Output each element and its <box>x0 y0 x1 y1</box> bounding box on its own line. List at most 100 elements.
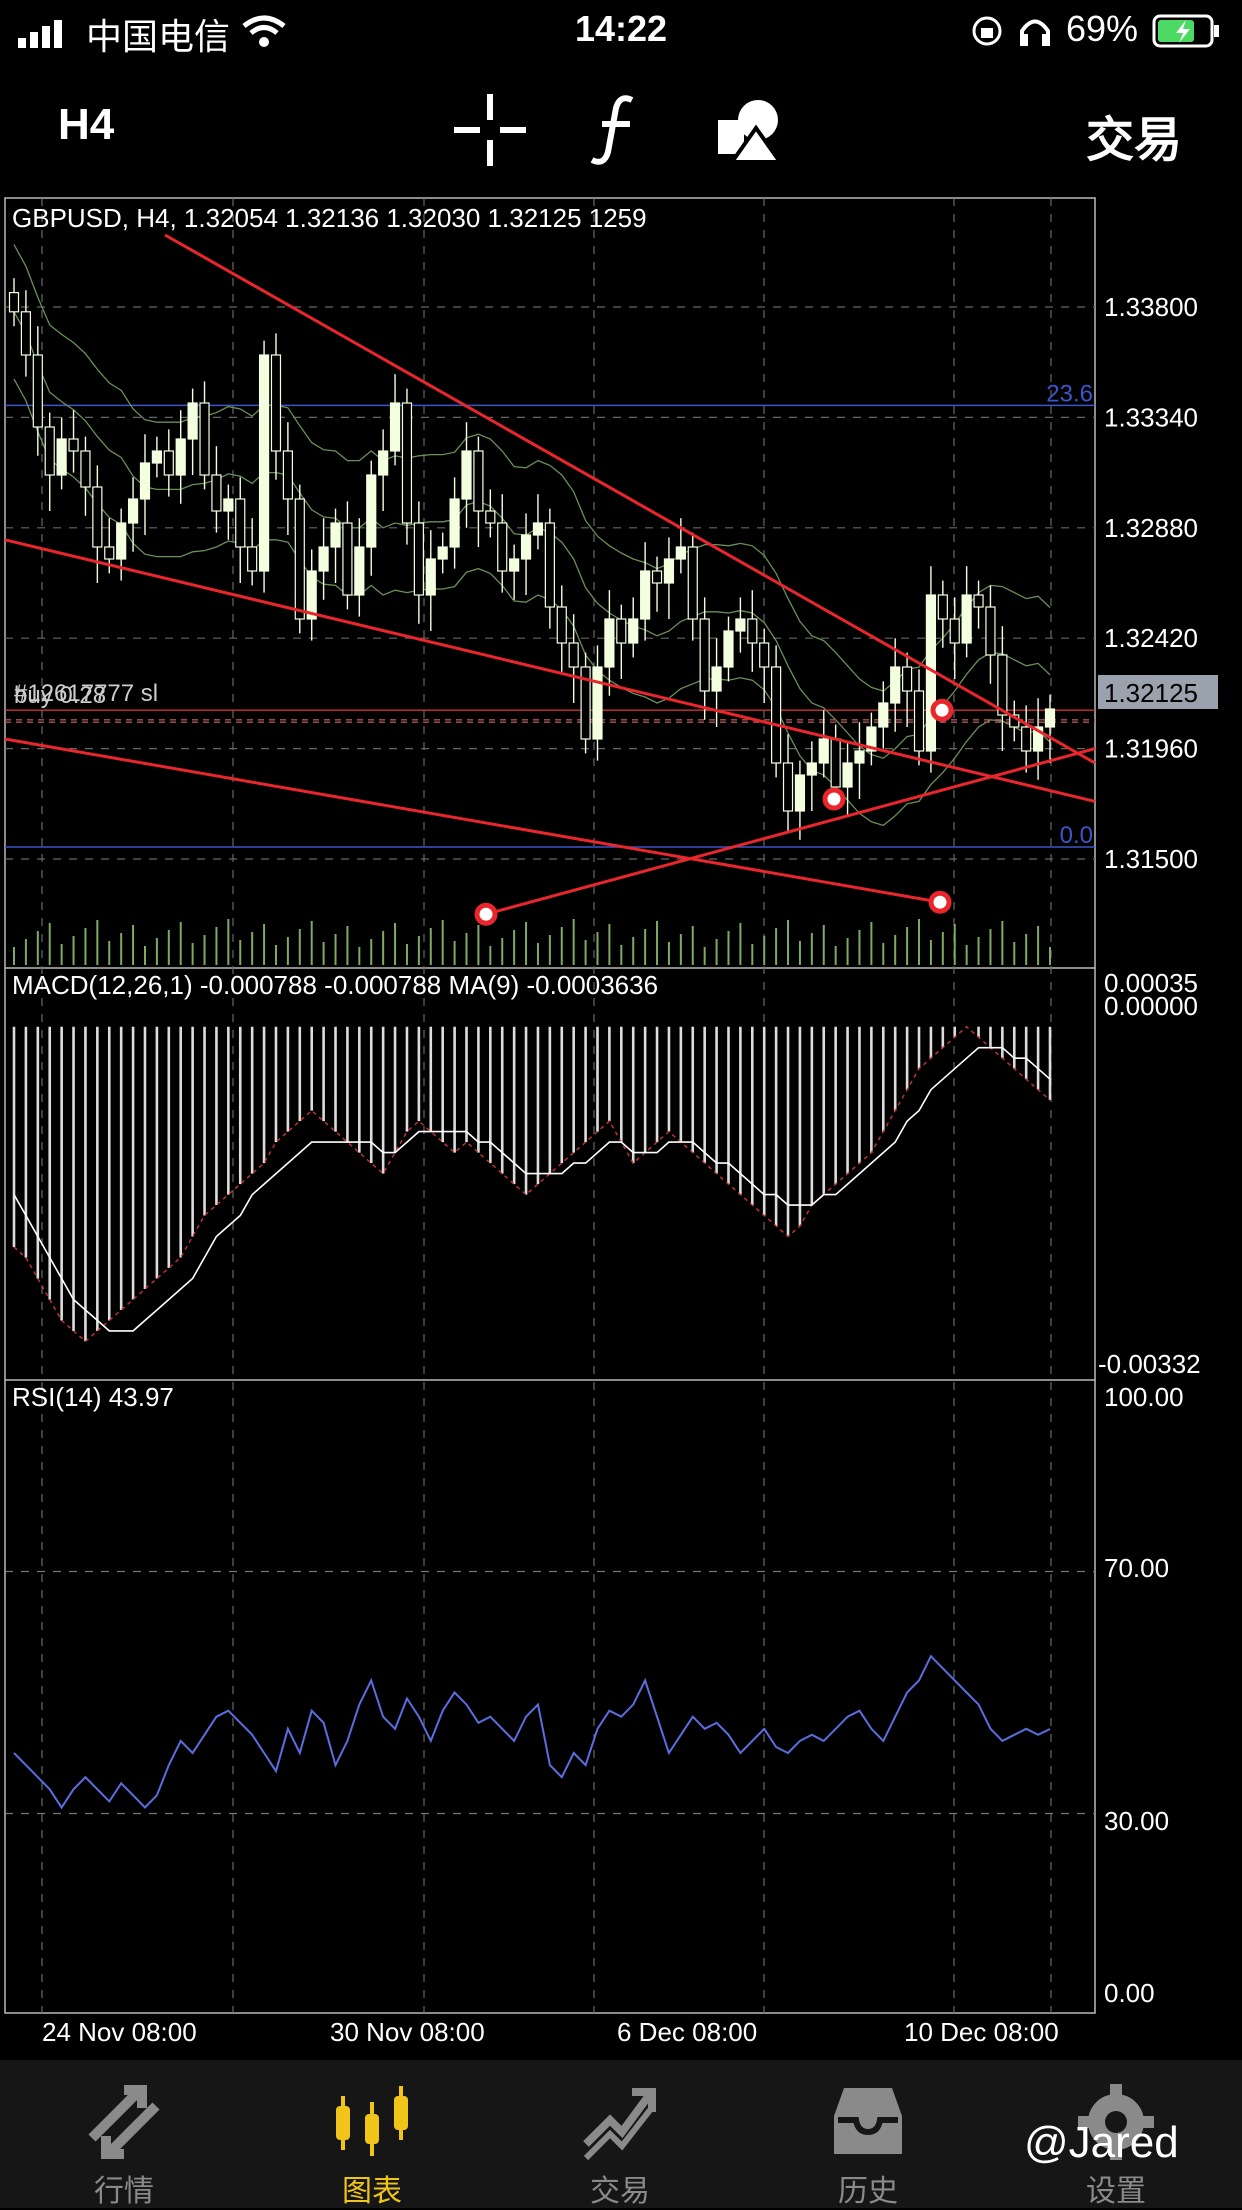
candle-body <box>1021 726 1032 752</box>
price-label-2: 1.33340 <box>1104 402 1198 432</box>
bollinger-bands <box>13 244 1051 827</box>
rotation-lock-icon <box>972 16 1002 46</box>
price-label-3: 1.32880 <box>1104 513 1198 543</box>
candle-body <box>354 546 365 596</box>
rsi-axis-100: 100.00 <box>1104 1382 1184 1412</box>
tab-quotes-label: 行情 <box>94 2175 154 2208</box>
time-label-3: 6 Dec 08:00 <box>617 2017 757 2045</box>
candle-body <box>568 642 579 668</box>
tab-history-label: 历史 <box>838 2175 898 2208</box>
time-label-2: 30 Nov 08:00 <box>330 2017 485 2045</box>
candle-body <box>318 546 329 572</box>
trendline-1 <box>164 233 1096 765</box>
objects-icon[interactable] <box>710 90 790 170</box>
candle-body <box>687 546 698 620</box>
candle-body <box>556 606 567 644</box>
trendline-anchor-2 <box>928 890 952 914</box>
chart-frame <box>4 197 1096 2014</box>
trendlines[interactable] <box>4 233 1096 926</box>
candle-body <box>44 426 55 476</box>
candle-body <box>973 594 984 608</box>
price-label-1: 1.33800 <box>1104 292 1198 322</box>
candle-body <box>782 762 794 812</box>
macd-axis-max: 0.00035 <box>1104 968 1198 998</box>
crosshair-icon[interactable] <box>450 90 530 170</box>
candle-body <box>985 606 996 656</box>
price-label-6: 1.31500 <box>1104 844 1198 874</box>
chart-canvas[interactable]: 23.6 0.0 GBPUSD, H4, 1.32054 1.32136 1.3… <box>0 195 1242 2045</box>
candle-body <box>890 666 901 704</box>
candle-body <box>8 291 20 313</box>
candle-body <box>32 354 43 428</box>
fibonacci-levels[interactable]: 23.6 0.0 <box>5 380 1095 849</box>
tab-history[interactable]: 历史 <box>744 2060 992 2208</box>
bottom-nav: 行情 图表 交易 历史 设置 <box>0 2060 1242 2208</box>
candle-body <box>247 546 258 572</box>
candle-body <box>878 702 889 728</box>
rsi-line <box>13 1654 1051 1810</box>
macd-pane <box>12 1025 1052 1343</box>
candle-body <box>818 738 829 764</box>
candle-body <box>389 402 401 452</box>
price-label-4: 1.32420 <box>1104 623 1198 653</box>
candle-body <box>913 690 925 752</box>
trendline-2 <box>4 538 1096 803</box>
chart-icon <box>336 2086 408 2156</box>
band-line-2 <box>13 378 1051 827</box>
candle-body <box>116 522 127 560</box>
candle-body <box>830 738 841 788</box>
candle-body <box>425 558 436 596</box>
macd-header: MACD(12,26,1) -0.000788 -0.000788 MA(9) … <box>12 970 658 1000</box>
order-label-buy: buy 0.28 <box>14 682 106 709</box>
volume-bars <box>13 919 1051 965</box>
chart-toolbar: H4 交易 <box>0 80 1242 180</box>
candle-body <box>68 438 79 452</box>
settings-icon <box>1078 2084 1154 2160</box>
price-label-5: 1.31960 <box>1104 734 1198 764</box>
band-line-0 <box>13 244 1051 692</box>
function-icon[interactable] <box>580 90 660 170</box>
tab-trade[interactable]: 交易 <box>496 2060 744 2208</box>
trade-button[interactable]: 交易 <box>1086 114 1183 167</box>
macd-axis-zero: 0.00000 <box>1104 991 1198 1021</box>
macd-outline <box>13 1025 1051 1343</box>
candle-body <box>663 558 675 584</box>
candle-body <box>580 666 591 740</box>
macd-axis-min: -0.00332 <box>1098 1349 1201 1379</box>
candle-body <box>56 438 67 476</box>
candle-body <box>735 618 746 632</box>
candle-body <box>675 546 686 560</box>
order-label-sl: #12617777 sl <box>14 680 158 707</box>
candle-body <box>854 750 865 764</box>
candle-body <box>413 522 424 596</box>
candle-body <box>366 474 377 548</box>
timeframe-button[interactable]: H4 <box>58 100 115 149</box>
fib-label-0-0: 0.0 <box>1060 822 1093 849</box>
candle-body <box>747 618 758 644</box>
candle-body <box>902 666 913 692</box>
trendline-anchor-3 <box>930 698 954 722</box>
rsi-header: RSI(14) 43.97 <box>12 1382 174 1412</box>
tab-quotes[interactable]: 行情 <box>0 2060 248 2208</box>
candle-body <box>806 762 817 776</box>
fib-label-23-6: 23.6 <box>1046 380 1093 407</box>
candle-body <box>723 630 734 668</box>
rsi-pane <box>13 1654 1051 1810</box>
candle-body <box>1032 726 1044 752</box>
candle-body <box>294 498 305 620</box>
candle-body <box>866 726 877 752</box>
candle-body <box>616 618 627 644</box>
candle-body <box>151 450 162 464</box>
candle-body <box>699 618 710 692</box>
candle-body <box>20 311 32 356</box>
watermark: @Jared <box>1024 2118 1179 2167</box>
tab-chart[interactable]: 图表 <box>248 2060 496 2208</box>
trade-icon <box>583 2088 656 2161</box>
candle-body <box>497 522 508 572</box>
candle-body <box>949 618 960 644</box>
tab-settings[interactable]: 设置 <box>992 2060 1240 2208</box>
candle-body <box>961 594 972 644</box>
trendline-anchor-0 <box>474 902 498 926</box>
order-lines[interactable] <box>5 709 1095 723</box>
candle-body <box>759 642 770 668</box>
